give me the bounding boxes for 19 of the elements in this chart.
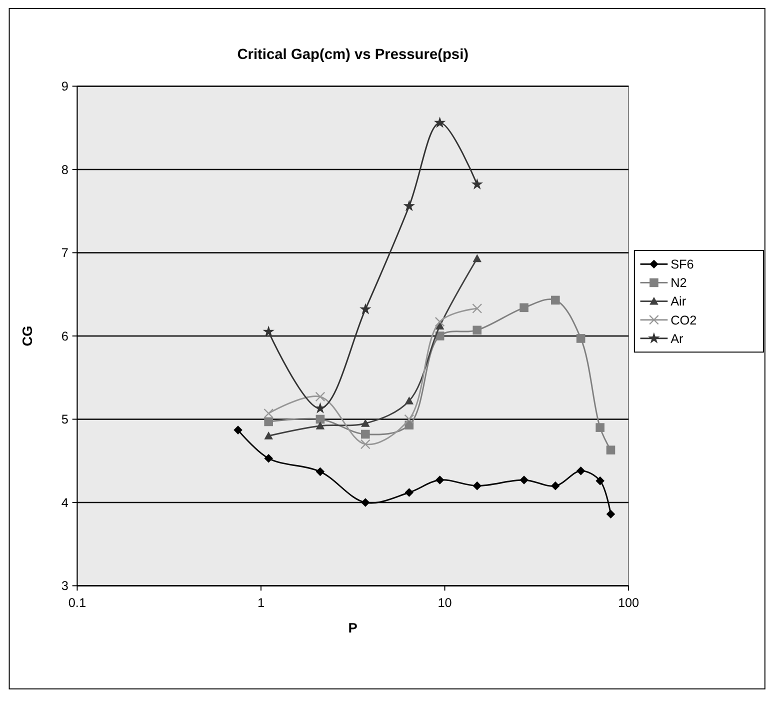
y-axis-title: CG (20, 326, 36, 346)
x-axis-title: P (348, 620, 358, 636)
legend-label: Air (670, 294, 687, 309)
y-tick-label: 8 (61, 162, 68, 177)
x-tick-label: 100 (618, 596, 640, 610)
legend-label: SF6 (670, 258, 694, 272)
x-tick-label: 0.1 (68, 596, 86, 610)
y-tick-label: 3 (61, 579, 68, 594)
y-tick-label: 7 (61, 246, 68, 260)
y-tick-label: 5 (61, 412, 68, 427)
x-tick-label: 1 (257, 596, 265, 610)
legend-label: Ar (670, 332, 684, 346)
x-tick-label: 10 (438, 596, 452, 610)
legend-label: N2 (670, 276, 687, 290)
y-tick-label: 9 (61, 80, 68, 94)
legend-label: CO2 (670, 313, 697, 328)
y-tick-label: 4 (61, 496, 68, 510)
chart-title: Critical Gap(cm) vs Pressure(psi) (237, 46, 469, 63)
y-tick-label: 6 (61, 329, 68, 344)
